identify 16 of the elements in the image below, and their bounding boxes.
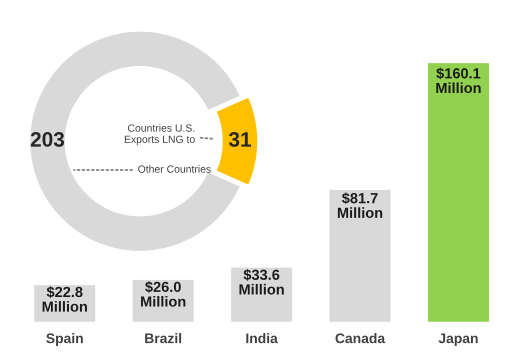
data-label: $26.0 Million bbox=[141, 281, 186, 307]
x-tick-label: Brazil bbox=[145, 333, 182, 344]
slice-label: Countries U.S. Exports LNG to bbox=[124, 124, 195, 146]
data-label: $33.6 Million bbox=[239, 268, 284, 295]
data-label: $22.8 Million bbox=[42, 286, 87, 312]
x-tick-label: India bbox=[246, 333, 278, 344]
data-label: $160.1 Million bbox=[436, 68, 481, 94]
bar bbox=[330, 190, 391, 322]
x-tick-label: Spain bbox=[46, 333, 83, 346]
bar bbox=[428, 63, 489, 322]
x-tick-label: Japan bbox=[438, 334, 478, 346]
slice-label: Other Countries bbox=[138, 165, 211, 173]
data-label: 31 bbox=[228, 132, 252, 147]
x-tick-label: Canada bbox=[335, 333, 386, 344]
data-label: $81.7 Million bbox=[338, 192, 382, 218]
data-label: 203 bbox=[30, 132, 64, 147]
